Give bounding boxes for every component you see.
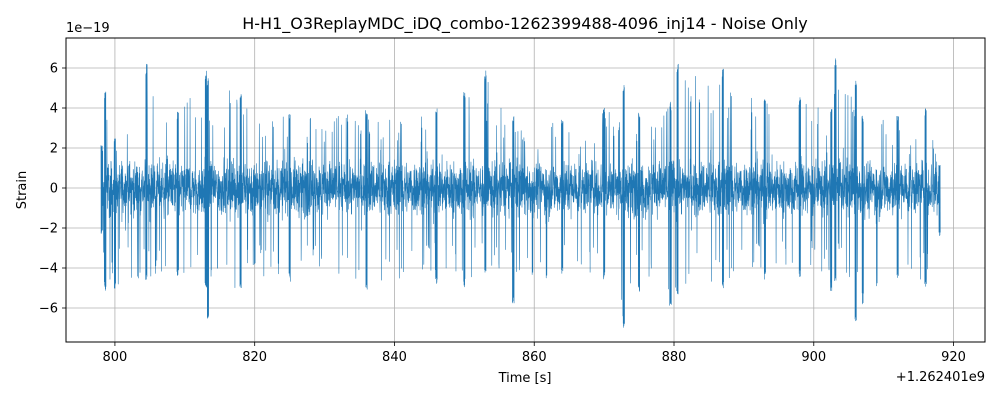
- strain-series-line: [100, 58, 941, 328]
- y-axis-label: Strain: [15, 171, 30, 210]
- x-axis-label: Time [s]: [498, 371, 552, 386]
- y-tick-label: −4: [39, 262, 58, 277]
- x-tick-label: 920: [941, 350, 966, 365]
- chart-title: H-H1_O3ReplayMDC_iDQ_combo-1262399488-40…: [242, 14, 808, 34]
- y-axis-ticks: −6 −4 −2 0 2 4 6: [39, 62, 66, 317]
- y-tick-label: 4: [50, 102, 58, 117]
- x-tick-label: 820: [242, 350, 267, 365]
- y-tick-label: 6: [50, 62, 58, 77]
- x-tick-label: 860: [522, 350, 547, 365]
- y-tick-label: 2: [50, 142, 58, 157]
- x-tick-label: 880: [662, 350, 687, 365]
- y-tick-label: −2: [39, 222, 58, 237]
- y-scale-label: 1e−19: [66, 21, 110, 36]
- y-tick-label: −6: [39, 302, 58, 317]
- plot-frame: [65, 37, 986, 343]
- x-tick-label: 900: [801, 350, 826, 365]
- x-offset-label: +1.262401e9: [896, 370, 985, 385]
- x-tick-label: 800: [103, 350, 128, 365]
- x-tick-label: 840: [382, 350, 407, 365]
- x-axis-ticks: 800 820 840 860 880 900 920: [103, 342, 966, 365]
- y-tick-label: 0: [50, 182, 58, 197]
